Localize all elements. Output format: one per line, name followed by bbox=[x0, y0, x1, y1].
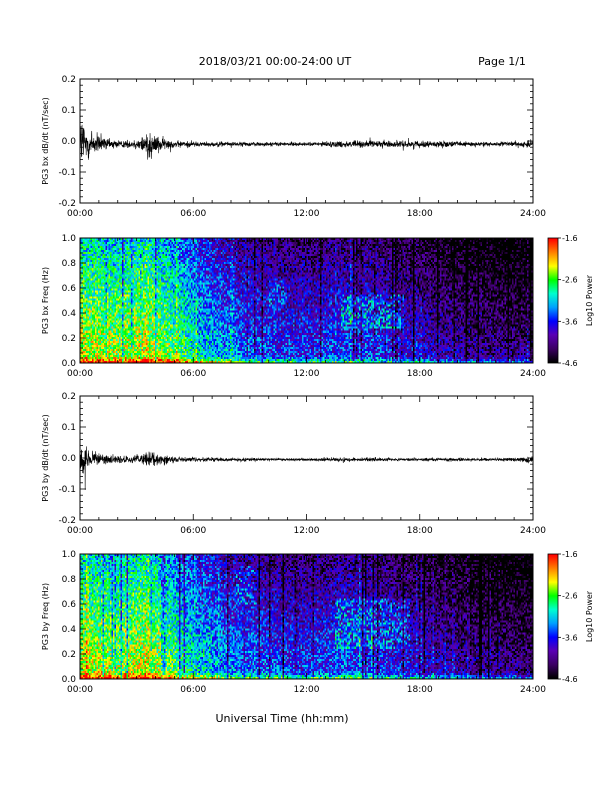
x-tick-label: 06:00 bbox=[180, 526, 206, 536]
x-tick-label: 18:00 bbox=[407, 369, 433, 379]
x-tick-label: 00:00 bbox=[67, 369, 93, 379]
y-tick-label: 0.0 bbox=[62, 675, 77, 685]
colorbar-tick-label: -4.6 bbox=[562, 675, 578, 684]
y-tick-label: 0.8 bbox=[62, 259, 77, 269]
colorbar-tick-label: -3.6 bbox=[562, 633, 578, 642]
colorbar-frame bbox=[547, 553, 559, 680]
x-tick-label: 06:00 bbox=[180, 685, 206, 695]
y-tick-label: 0.8 bbox=[62, 575, 77, 585]
y-tick-label: -0.2 bbox=[58, 199, 76, 209]
y-tick-label: 0.6 bbox=[62, 284, 77, 294]
figure-title: 2018/03/21 00:00-24:00 UT bbox=[199, 55, 352, 68]
plot-frame bbox=[79, 78, 534, 204]
x-tick-label: 18:00 bbox=[407, 526, 433, 536]
x-tick-label: 00:00 bbox=[67, 526, 93, 536]
panel-by-dbdt: 00:00 06:00 12:00 18:00 24:00 -0.2 -0.1 0.0 0.1 0… bbox=[41, 392, 546, 536]
x-tick-label: 18:00 bbox=[407, 209, 433, 219]
y-axis-label: PG3 by Freq (Hz) bbox=[41, 583, 50, 650]
x-tick-label: 00:00 bbox=[67, 685, 93, 695]
y-tick-label: 0.6 bbox=[62, 600, 77, 610]
y-tick-label: 0.0 bbox=[62, 137, 77, 147]
y-tick-label: -0.1 bbox=[58, 485, 76, 495]
y-tick-label: 0.0 bbox=[62, 454, 77, 464]
series-trace bbox=[80, 124, 533, 175]
y-tick-label: 0.1 bbox=[62, 423, 76, 433]
y-axis-label: PG3 by dB/dt (nT/sec) bbox=[41, 414, 50, 501]
colorbar bbox=[548, 238, 558, 363]
x-tick-label: 12:00 bbox=[294, 685, 320, 695]
series-trace bbox=[80, 446, 533, 490]
panel-bx-dbdt: 00:00 06:00 12:00 18:00 24:00 -0.2 -0.1 0.0 0.1 0… bbox=[41, 75, 546, 219]
x-tick-label: 12:00 bbox=[294, 209, 320, 219]
y-tick-label: 0.2 bbox=[62, 334, 76, 344]
x-tick-label: 12:00 bbox=[294, 526, 320, 536]
x-tick-label: 24:00 bbox=[520, 209, 546, 219]
colorbar-tick-label: -2.6 bbox=[562, 592, 578, 601]
y-tick-label: -0.2 bbox=[58, 516, 76, 526]
x-tick-label: 24:00 bbox=[520, 526, 546, 536]
y-tick-label: 1.0 bbox=[62, 550, 77, 560]
panel-bx-spectrogram: 00:00 06:00 12:00 18:00 24:00 0.0 0.2 0.4 0.6 0.8… bbox=[41, 234, 594, 379]
y-tick-label: 0.1 bbox=[62, 106, 76, 116]
y-axis-label: PG3 bx Freq (Hz) bbox=[41, 267, 50, 334]
y-tick-label: -0.1 bbox=[58, 168, 76, 178]
colorbar-label: Log10 Power bbox=[585, 274, 594, 326]
colorbar-tick-label: -1.6 bbox=[562, 234, 578, 243]
x-tick-label: 00:00 bbox=[67, 209, 93, 219]
y-tick-label: 0.2 bbox=[62, 650, 76, 660]
colorbar-label: Log10 Power bbox=[585, 590, 594, 642]
x-axis-label: Universal Time (hh:mm) bbox=[216, 712, 349, 725]
panel-by-spectrogram: 00:00 06:00 12:00 18:00 24:00 0.0 0.2 0.4 0.6 0.8… bbox=[41, 550, 594, 695]
spectrogram-image bbox=[80, 238, 533, 363]
x-tick-label: 24:00 bbox=[520, 369, 546, 379]
colorbar-tick-label: -1.6 bbox=[562, 550, 578, 559]
y-tick-label: 0.2 bbox=[62, 75, 76, 85]
x-tick-label: 18:00 bbox=[407, 685, 433, 695]
colorbar-frame bbox=[547, 237, 559, 364]
colorbar-tick-label: -4.6 bbox=[562, 359, 578, 368]
y-tick-label: 0.2 bbox=[62, 392, 76, 402]
spectrogram-image bbox=[80, 554, 533, 679]
y-tick-label: 1.0 bbox=[62, 234, 77, 244]
x-tick-label: 12:00 bbox=[294, 369, 320, 379]
y-tick-label: 0.0 bbox=[62, 359, 77, 369]
page-label: Page 1/1 bbox=[478, 55, 526, 68]
y-tick-label: 0.4 bbox=[62, 309, 77, 319]
x-tick-label: 06:00 bbox=[180, 369, 206, 379]
x-tick-label: 06:00 bbox=[180, 209, 206, 219]
y-axis-label: PG3 bx dB/dt (nT/sec) bbox=[41, 97, 50, 184]
colorbar bbox=[548, 554, 558, 679]
colorbar-tick-label: -3.6 bbox=[562, 317, 578, 326]
y-tick-label: 0.4 bbox=[62, 625, 77, 635]
x-tick-label: 24:00 bbox=[520, 685, 546, 695]
colorbar-tick-label: -2.6 bbox=[562, 276, 578, 285]
